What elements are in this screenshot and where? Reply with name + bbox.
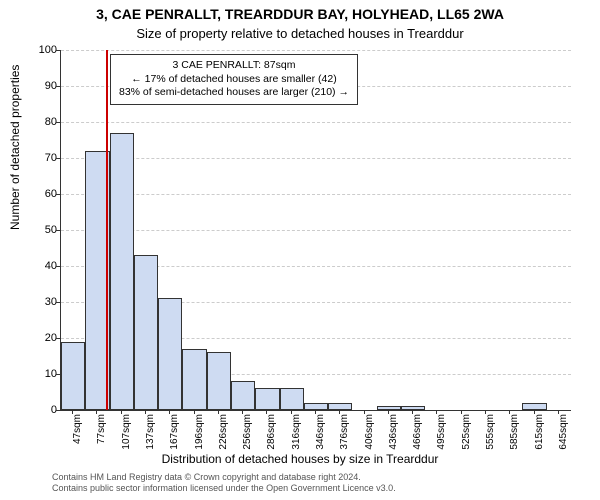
chart-subtitle: Size of property relative to detached ho…	[0, 26, 600, 41]
gridline	[61, 122, 571, 123]
y-tick-mark	[56, 266, 60, 267]
x-tick-label: 495sqm	[436, 414, 447, 454]
y-tick-label: 70	[35, 152, 57, 164]
histogram-bar	[328, 403, 352, 410]
annotation-line1: 3 CAE PENRALLT: 87sqm	[119, 59, 349, 73]
histogram-bar	[280, 388, 304, 410]
histogram-bar	[207, 352, 231, 410]
x-tick-label: 226sqm	[218, 414, 229, 454]
x-axis-label: Distribution of detached houses by size …	[0, 452, 600, 466]
x-tick-label: 436sqm	[388, 414, 399, 454]
histogram-bar	[304, 403, 328, 410]
histogram-bar	[134, 255, 158, 410]
y-tick-label: 80	[35, 116, 57, 128]
histogram-bar	[61, 342, 85, 410]
histogram-bar	[522, 403, 546, 410]
x-tick-label: 585sqm	[509, 414, 520, 454]
y-tick-mark	[56, 410, 60, 411]
annotation-box: 3 CAE PENRALLT: 87sqm ← 17% of detached …	[110, 54, 358, 105]
gridline	[61, 158, 571, 159]
footer-line1: Contains HM Land Registry data © Crown c…	[52, 472, 396, 483]
y-tick-label: 0	[35, 404, 57, 416]
histogram-bar	[231, 381, 255, 410]
x-tick-label: 256sqm	[242, 414, 253, 454]
histogram-bar	[401, 406, 425, 410]
histogram-bar	[110, 133, 134, 410]
annotation-line2: ← 17% of detached houses are smaller (42…	[119, 73, 349, 87]
x-tick-label: 555sqm	[485, 414, 496, 454]
x-tick-label: 406sqm	[364, 414, 375, 454]
histogram-bar	[182, 349, 206, 410]
x-tick-label: 77sqm	[96, 414, 107, 454]
y-tick-mark	[56, 194, 60, 195]
gridline	[61, 50, 571, 51]
y-tick-mark	[56, 86, 60, 87]
gridline	[61, 230, 571, 231]
x-tick-label: 346sqm	[315, 414, 326, 454]
annotation-line3: 83% of semi-detached houses are larger (…	[119, 86, 349, 100]
chart-title: 3, CAE PENRALLT, TREARDDUR BAY, HOLYHEAD…	[0, 6, 600, 22]
footer-line2: Contains public sector information licen…	[52, 483, 396, 494]
histogram-bar	[377, 406, 401, 410]
footer-attribution: Contains HM Land Registry data © Crown c…	[52, 472, 396, 494]
y-tick-mark	[56, 230, 60, 231]
x-tick-label: 137sqm	[145, 414, 156, 454]
x-tick-label: 316sqm	[291, 414, 302, 454]
y-tick-label: 20	[35, 332, 57, 344]
x-tick-label: 376sqm	[339, 414, 350, 454]
x-tick-label: 196sqm	[194, 414, 205, 454]
y-tick-mark	[56, 50, 60, 51]
x-tick-label: 525sqm	[461, 414, 472, 454]
y-tick-label: 40	[35, 260, 57, 272]
y-tick-label: 10	[35, 368, 57, 380]
histogram-bar	[158, 298, 182, 410]
y-tick-label: 60	[35, 188, 57, 200]
gridline	[61, 194, 571, 195]
x-tick-label: 47sqm	[72, 414, 83, 454]
y-tick-mark	[56, 302, 60, 303]
histogram-chart: 3, CAE PENRALLT, TREARDDUR BAY, HOLYHEAD…	[0, 0, 600, 500]
x-tick-label: 466sqm	[412, 414, 423, 454]
x-tick-label: 167sqm	[169, 414, 180, 454]
y-tick-mark	[56, 122, 60, 123]
y-tick-label: 30	[35, 296, 57, 308]
x-tick-label: 107sqm	[121, 414, 132, 454]
y-axis-label: Number of detached properties	[8, 65, 22, 230]
x-tick-label: 615sqm	[534, 414, 545, 454]
y-tick-mark	[56, 374, 60, 375]
reference-line	[106, 50, 108, 410]
x-tick-label: 645sqm	[558, 414, 569, 454]
histogram-bar	[255, 388, 279, 410]
y-tick-label: 90	[35, 80, 57, 92]
y-tick-label: 100	[35, 44, 57, 56]
y-tick-label: 50	[35, 224, 57, 236]
y-tick-mark	[56, 338, 60, 339]
y-tick-mark	[56, 158, 60, 159]
x-tick-label: 286sqm	[266, 414, 277, 454]
